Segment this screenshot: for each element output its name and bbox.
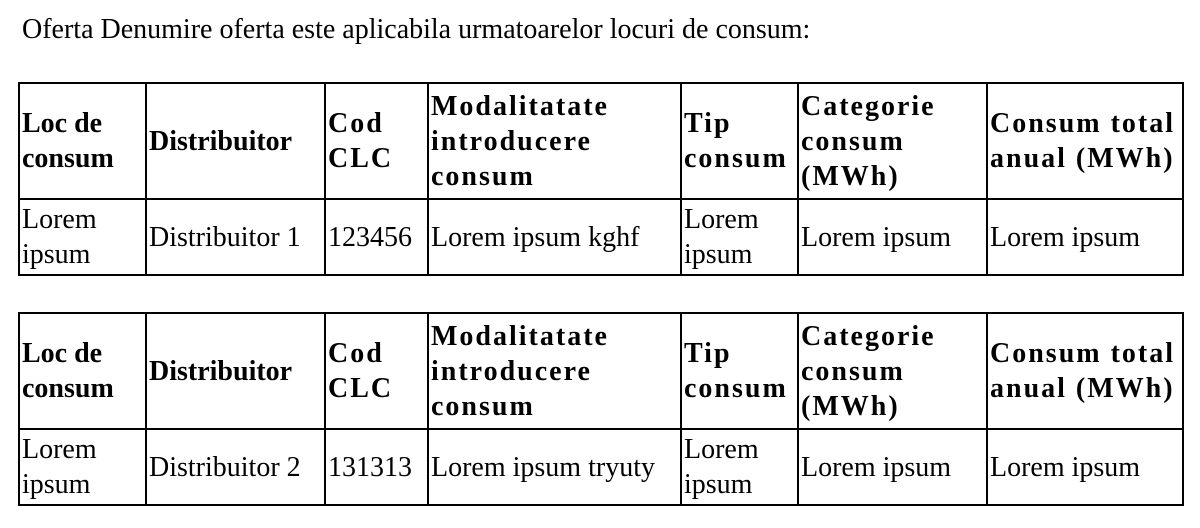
cell-cod-clc: 131313: [324, 428, 429, 506]
header-categorie-consum: Categorie consum (MWh): [797, 82, 988, 200]
table-header-row: Loc de consum Distribuitor Cod CLC Modal…: [18, 82, 1184, 200]
cell-consum-total: Lorem ipsum: [986, 198, 1184, 276]
consumption-table-2: Loc de consum Distribuitor Cod CLC Modal…: [18, 312, 1184, 506]
cell-categorie: Lorem ipsum: [797, 198, 988, 276]
header-modalitate: Modalitatate introducere consum: [427, 82, 682, 200]
table-row: Lorem ipsum Distribuitor 2 131313 Lorem …: [18, 428, 1184, 506]
header-tip-consum: Tip consum: [680, 312, 799, 430]
header-loc-de-consum: Loc de consum: [18, 82, 147, 200]
cell-modalitate: Lorem ipsum tryuty: [427, 428, 682, 506]
intro-text: Oferta Denumire oferta este aplicabila u…: [22, 14, 811, 45]
cell-consum-total: Lorem ipsum: [986, 428, 1184, 506]
cell-distribuitor: Distribuitor 2: [145, 428, 326, 506]
header-cod-clc: Cod CLC: [324, 82, 429, 200]
table-header-row: Loc de consum Distribuitor Cod CLC Modal…: [18, 312, 1184, 430]
header-consum-total-anual: Consum total anual (MWh): [986, 312, 1184, 430]
consumption-table-1: Loc de consum Distribuitor Cod CLC Modal…: [18, 82, 1184, 276]
header-cod-clc: Cod CLC: [324, 312, 429, 430]
cell-loc: Lorem ipsum: [18, 198, 147, 276]
cell-distribuitor: Distribuitor 1: [145, 198, 326, 276]
cell-modalitate: Lorem ipsum kghf: [427, 198, 682, 276]
cell-cod-clc: 123456: [324, 198, 429, 276]
cell-tip: Lorem ipsum: [680, 198, 799, 276]
table-row: Lorem ipsum Distribuitor 1 123456 Lorem …: [18, 198, 1184, 276]
header-modalitate: Modalitatate introducere consum: [427, 312, 682, 430]
header-consum-total-anual: Consum total anual (MWh): [986, 82, 1184, 200]
cell-categorie: Lorem ipsum: [797, 428, 988, 506]
header-distribuitor: Distribuitor: [145, 312, 326, 430]
cell-loc: Lorem ipsum: [18, 428, 147, 506]
header-tip-consum: Tip consum: [680, 82, 799, 200]
header-loc-de-consum: Loc de consum: [18, 312, 147, 430]
header-distribuitor: Distribuitor: [145, 82, 326, 200]
cell-tip: Lorem ipsum: [680, 428, 799, 506]
header-categorie-consum: Categorie consum (MWh): [797, 312, 988, 430]
